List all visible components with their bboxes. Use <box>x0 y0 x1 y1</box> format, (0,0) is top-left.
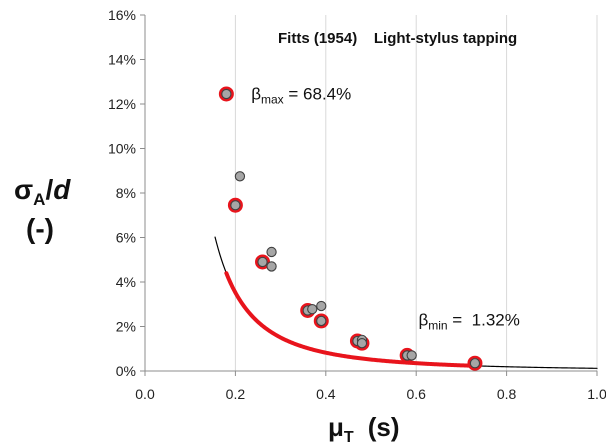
data-point-1 <box>234 171 246 182</box>
y-tick-label-7: 14% <box>108 52 136 68</box>
beta-min-symbol: β <box>418 310 428 329</box>
y-axis-symbol: σ <box>14 174 33 205</box>
chart-title: Fitts (1954) Light-stylus tapping <box>278 30 517 47</box>
beta-min-annotation: βmin = 1.32% <box>418 310 519 332</box>
y-tick-label-3: 6% <box>116 230 136 246</box>
y-tick-label-0: 0% <box>116 363 136 379</box>
x-tick-label-3: 0.6 <box>406 386 426 402</box>
data-point-5 <box>266 261 277 272</box>
x-tick-label-4: 0.8 <box>497 386 517 402</box>
data-point-8 <box>316 300 327 312</box>
grid-lines <box>234 15 598 371</box>
axes <box>140 14 598 376</box>
beta-min-subscript: min <box>428 318 447 332</box>
x-tick-label-1: 0.2 <box>226 386 246 402</box>
beta-max-value: = 68.4% <box>284 85 352 104</box>
fit-curve-highlighted <box>224 271 477 368</box>
x-axis-label: μT (s) <box>328 412 399 443</box>
data-point-0 <box>221 88 232 100</box>
data-point-2 <box>230 200 241 211</box>
data-point-15 <box>469 358 481 369</box>
data-point-3 <box>257 256 268 268</box>
y-axis-label: σA/d <box>14 174 71 209</box>
y-axis-subscript: A <box>33 190 45 209</box>
beta-min-value: = 1.32% <box>448 310 520 329</box>
highlight-ring-1 <box>227 197 243 213</box>
beta-max-annotation: βmax = 68.4% <box>251 85 351 107</box>
data-point-9 <box>316 315 327 327</box>
data-point-14 <box>406 350 417 361</box>
tick-labels: 0% 2% 4% 6% 8% 10% 12% 14% 16% 0.0 0.2 0.4 0.6 0.8 1.0 <box>108 7 606 402</box>
highlight-ring-8 <box>467 355 483 371</box>
highlight-ring-0 <box>218 86 234 102</box>
y-tick-label-6: 12% <box>108 96 136 112</box>
x-axis-subscript: T <box>344 429 354 443</box>
x-tick-label-2: 0.4 <box>316 386 336 402</box>
highlight-ring-4 <box>313 313 329 329</box>
y-axis-slash: / <box>45 174 53 205</box>
beta-max-subscript: max <box>261 93 284 107</box>
x-tick-label-5: 1.0 <box>587 386 606 402</box>
y-tick-label-4: 8% <box>116 185 136 201</box>
data-point-7 <box>307 303 318 315</box>
y-axis-variable: d <box>53 174 71 205</box>
y-tick-label-2: 4% <box>116 274 136 290</box>
highlight-ring-2 <box>255 254 271 270</box>
x-axis-unit: (s) <box>368 412 400 442</box>
y-tick-label-5: 10% <box>108 141 136 157</box>
y-tick-label-1: 2% <box>116 319 136 335</box>
data-point-12 <box>356 338 368 349</box>
beta-max-symbol: β <box>251 85 261 104</box>
data-points <box>218 86 483 371</box>
x-axis-symbol: μ <box>328 412 344 442</box>
x-tick-label-0: 0.0 <box>135 386 155 402</box>
y-tick-label-8: 16% <box>108 7 136 23</box>
data-point-4 <box>266 246 277 258</box>
y-axis-unit: (-) <box>26 213 54 244</box>
